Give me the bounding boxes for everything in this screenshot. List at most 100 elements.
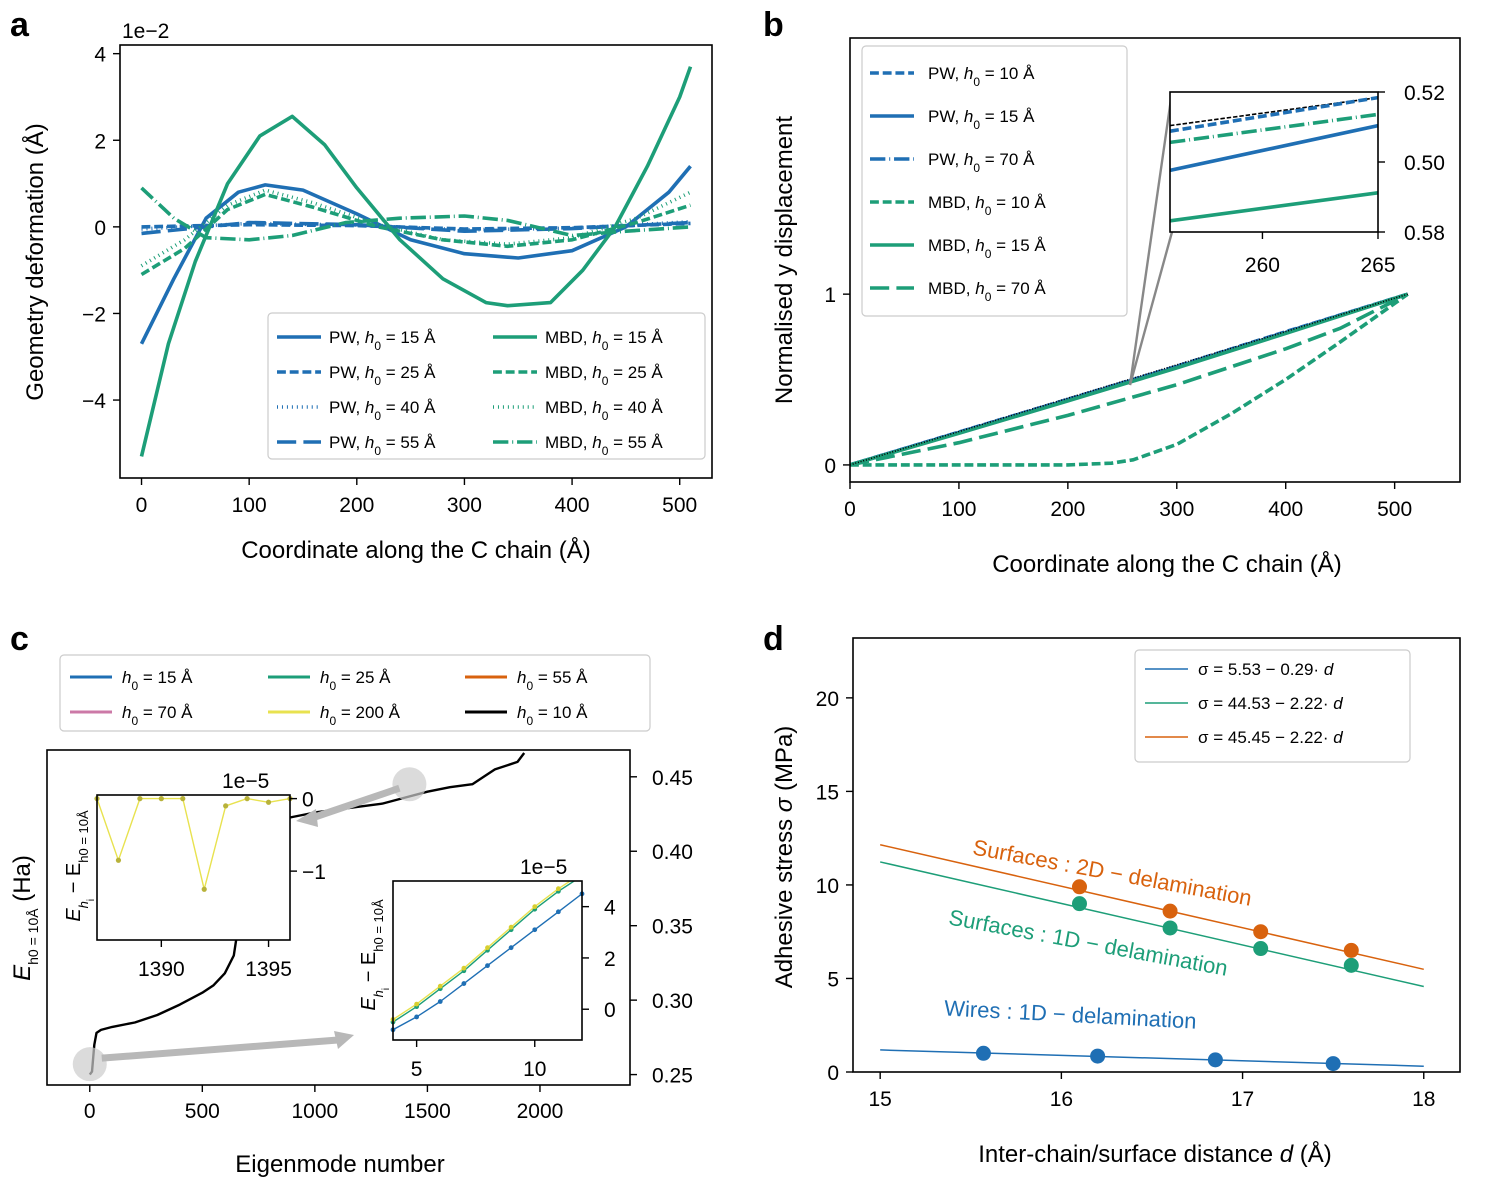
a-series-line-5 [140, 192, 692, 277]
b-inset-line-4 [1170, 191, 1378, 223]
label-part: = 70 Å [991, 279, 1046, 298]
c-inset-left-xtick-label: 1395 [245, 958, 292, 981]
c-inset-right-point [555, 886, 561, 892]
d-annotation-0: Surfaces : 2D − delamination [971, 835, 1254, 911]
c-x-tick-label: 2000 [517, 1100, 564, 1123]
label-part: 0 [526, 679, 533, 693]
label-part: h [592, 363, 601, 382]
b-inset-line-3 [1170, 123, 1378, 173]
d-point-0 [1090, 1048, 1106, 1064]
b-axes-frame [849, 37, 1461, 483]
d-annotation-2: Wires : 1D − delamination [944, 995, 1197, 1033]
label-part: h [371, 990, 386, 997]
b-series-line-4 [850, 292, 1409, 467]
b-inset-line-2 [1170, 112, 1378, 145]
c-y-tick-label: 0.40 [652, 841, 693, 864]
a-legend-label-5: MBD, h0 = 25 Å [545, 363, 663, 388]
label-part: MBD, [928, 193, 975, 212]
label-part: h [365, 328, 374, 347]
label-part: h [320, 668, 329, 687]
label-part: σ = 45.45 − 2.22· [1198, 728, 1333, 747]
label-part: MBD, [928, 236, 975, 255]
d-x-tick-label: 18 [1412, 1088, 1435, 1111]
label-part: h [592, 328, 601, 347]
label-part: h [122, 703, 131, 722]
label-part: d [1333, 694, 1343, 713]
a-x-tick-label: 300 [447, 494, 482, 517]
label-part: 0 [329, 714, 336, 728]
c-legend-label-5: h0 = 10 Å [517, 703, 588, 728]
a-series-line-7 [140, 186, 691, 242]
label-part: = 10 Å [980, 64, 1035, 83]
d-point-2 [1343, 942, 1359, 958]
label-part: = 70 Å [980, 150, 1035, 169]
label-part: h [975, 279, 984, 298]
label-part: i [381, 988, 392, 990]
c-legend-label-0: h0 = 15 Å [122, 668, 193, 693]
label-part: = 55 Å [608, 433, 663, 452]
b-inset-line-0 [1170, 96, 1378, 127]
c-legend-label-3: h0 = 70 Å [122, 703, 193, 728]
c-inset-left-point [115, 857, 122, 863]
d-fit-line-2 [880, 843, 1424, 971]
c-legend-label-4: h0 = 200 Å [320, 703, 401, 728]
label-part: 0 [526, 714, 533, 728]
c-y-tick-label: 0.25 [652, 1065, 693, 1088]
label-part: h [964, 64, 973, 83]
b-y-tick-label: 1 [824, 284, 836, 307]
c-highlight-circle [392, 767, 427, 802]
c-inset-right-xtick-label: 10 [523, 1058, 546, 1081]
a-series-line-4 [139, 66, 693, 457]
c-arrow-head [334, 1031, 354, 1049]
c-inset-left-line [96, 797, 291, 890]
label-part: MBD, [928, 279, 975, 298]
a-y-tick-label: 2 [94, 130, 106, 153]
label-part: i [86, 899, 97, 901]
c-arrow-head [296, 809, 318, 827]
b-x-tick-label: 200 [1050, 498, 1085, 521]
c-inset-right-ytick-label: 2 [604, 948, 616, 971]
a-legend-label-6: MBD, h0 = 40 Å [545, 398, 663, 423]
a-legend-label-4: MBD, h0 = 15 Å [545, 328, 663, 353]
label-part: = 15 Å [991, 236, 1046, 255]
c-inset-left-ytick-label: 0 [302, 789, 314, 812]
b-inset-line-1 [1170, 95, 1378, 133]
a-x-tick-label: 500 [662, 494, 697, 517]
c-inset-left-point [180, 796, 186, 802]
label-part: E [9, 964, 36, 981]
d-annotation-1: Surfaces : 1D − delamination [947, 905, 1230, 981]
c-inset-left-point [158, 796, 164, 802]
b-ylabel: Normalised y displacement [771, 116, 798, 404]
label-part: = 70 Å [138, 703, 193, 722]
label-part: (Ha) [9, 855, 36, 908]
b-inset-ytick-label: 0.50 [1404, 152, 1445, 175]
label-part: = 25 Å [608, 363, 663, 382]
b-legend-label-0: PW, h0 = 10 Å [928, 64, 1035, 89]
c-inset-left-ylabel: Ehi − Eh0 = 10Å [63, 810, 97, 922]
label-part: PW, [329, 398, 365, 417]
label-part: PW, [329, 363, 365, 382]
c-inset-right-point [461, 965, 467, 971]
c-y-tick-label: 0.30 [652, 990, 693, 1013]
label-part: MBD, [545, 328, 592, 347]
label-part: = 200 Å [336, 703, 400, 722]
c-inset-right-point [532, 927, 538, 933]
label-part: 0 [374, 409, 381, 423]
label-part: h [517, 668, 526, 687]
c-inset-right-ytick-label: 0 [604, 999, 616, 1022]
b-inset-xtick-label: 265 [1360, 254, 1395, 277]
label-part: E [63, 908, 85, 922]
b-inset-ytick-label: 0.52 [1404, 82, 1445, 105]
label-part: = 55 Å [381, 433, 436, 452]
label-part: 0 [374, 374, 381, 388]
label-part: 0 [131, 679, 138, 693]
label-part: PW, [928, 64, 964, 83]
panel-label-b: b [763, 6, 784, 44]
label-part: h [592, 398, 601, 417]
label-part: 0 [973, 118, 980, 132]
a-x-tick-label: 0 [136, 494, 148, 517]
b-x-tick-label: 300 [1159, 498, 1194, 521]
a-series-line-3 [141, 220, 691, 236]
a-legend-label-1: PW, h0 = 25 Å [329, 363, 436, 388]
c-x-tick-label: 1000 [292, 1100, 339, 1123]
